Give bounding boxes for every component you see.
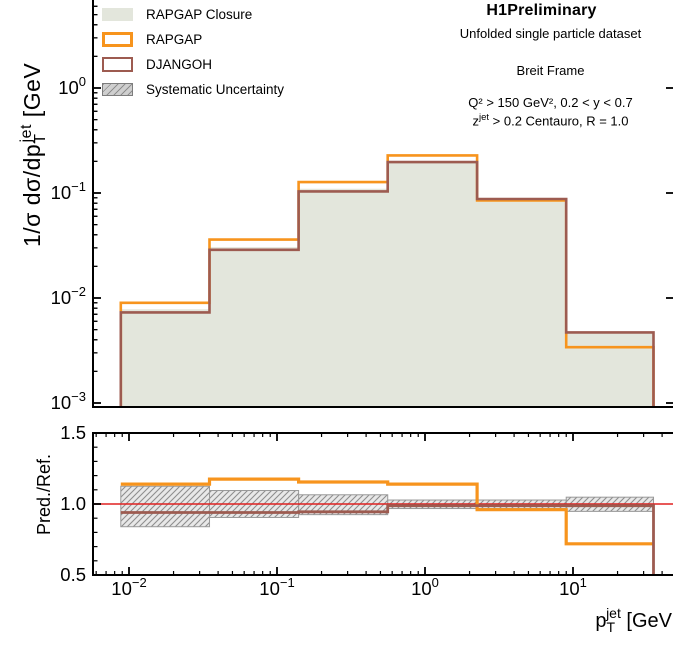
x-axis-title: pTjet [GeV (595, 605, 672, 635)
legend-label-djangoh: DJANGOH (146, 57, 213, 72)
x-tick-label: 101 (559, 575, 587, 599)
systematic-swatch-icon (102, 83, 133, 96)
djangoh-swatch-icon (102, 57, 133, 72)
ratio-tick-label: 0.5 (60, 564, 86, 585)
legend-label-closure: RAPGAP Closure (146, 7, 253, 22)
ratio-tick-label: 1.0 (60, 493, 86, 514)
legend-label-systematic: Systematic Uncertainty (146, 82, 285, 97)
cuts-line-2: zjet > 0.2 Centauro, R = 1.0 (428, 112, 673, 128)
closure-swatch-icon (102, 8, 133, 21)
sys-band-hatch (120, 486, 210, 527)
legend-item-rapgap: RAPGAP (102, 27, 284, 52)
closure-hist-area (120, 161, 654, 407)
legend-item-systematic: Systematic Uncertainty (102, 77, 284, 102)
frame-label: Breit Frame (516, 63, 585, 78)
experiment-title: H1Preliminary (486, 2, 597, 19)
y-tick-label: 10−1 (51, 179, 86, 203)
cuts-line-1: Q² > 150 GeV², 0.2 < y < 0.7 (468, 95, 633, 110)
x-tick-label: 10−2 (111, 575, 146, 599)
info-block: H1Preliminary Unfolded single particle d… (428, 0, 673, 140)
cuts-line-2-sup: jet (478, 112, 490, 123)
x-tick-label: 10−1 (259, 575, 294, 599)
main-panel-frame (92, 0, 673, 408)
rapgap-ratio-line (120, 477, 654, 546)
y-tick-label: 10−3 (51, 389, 86, 413)
y-tick-label: 100 (58, 74, 86, 98)
djangoh-ratio-line (120, 504, 655, 575)
legend-label-rapgap: RAPGAP (146, 32, 203, 47)
cuts-line-2-prefix: z (472, 113, 479, 129)
x-tick-label: 100 (411, 575, 439, 599)
legend-item-closure: RAPGAP Closure (102, 2, 284, 27)
y-axis-title: 1/σ dσ/dpTjet [GeV (18, 63, 49, 247)
cuts-line-2-rest: > 0.2 Centauro, R = 1.0 (489, 113, 629, 129)
legend-item-djangoh: DJANGOH (102, 52, 284, 77)
djangoh-hist-line (119, 160, 655, 407)
rapgap-swatch-icon (102, 32, 133, 47)
ratio-axis-title: Pred./Ref. (34, 454, 54, 535)
ratio-tick-label: 1.5 (60, 422, 86, 443)
dataset-subtitle: Unfolded single particle dataset (459, 26, 642, 41)
legend: RAPGAP Closure RAPGAP DJANGOH Systematic… (102, 2, 284, 102)
y-tick-label: 10−2 (51, 284, 86, 308)
